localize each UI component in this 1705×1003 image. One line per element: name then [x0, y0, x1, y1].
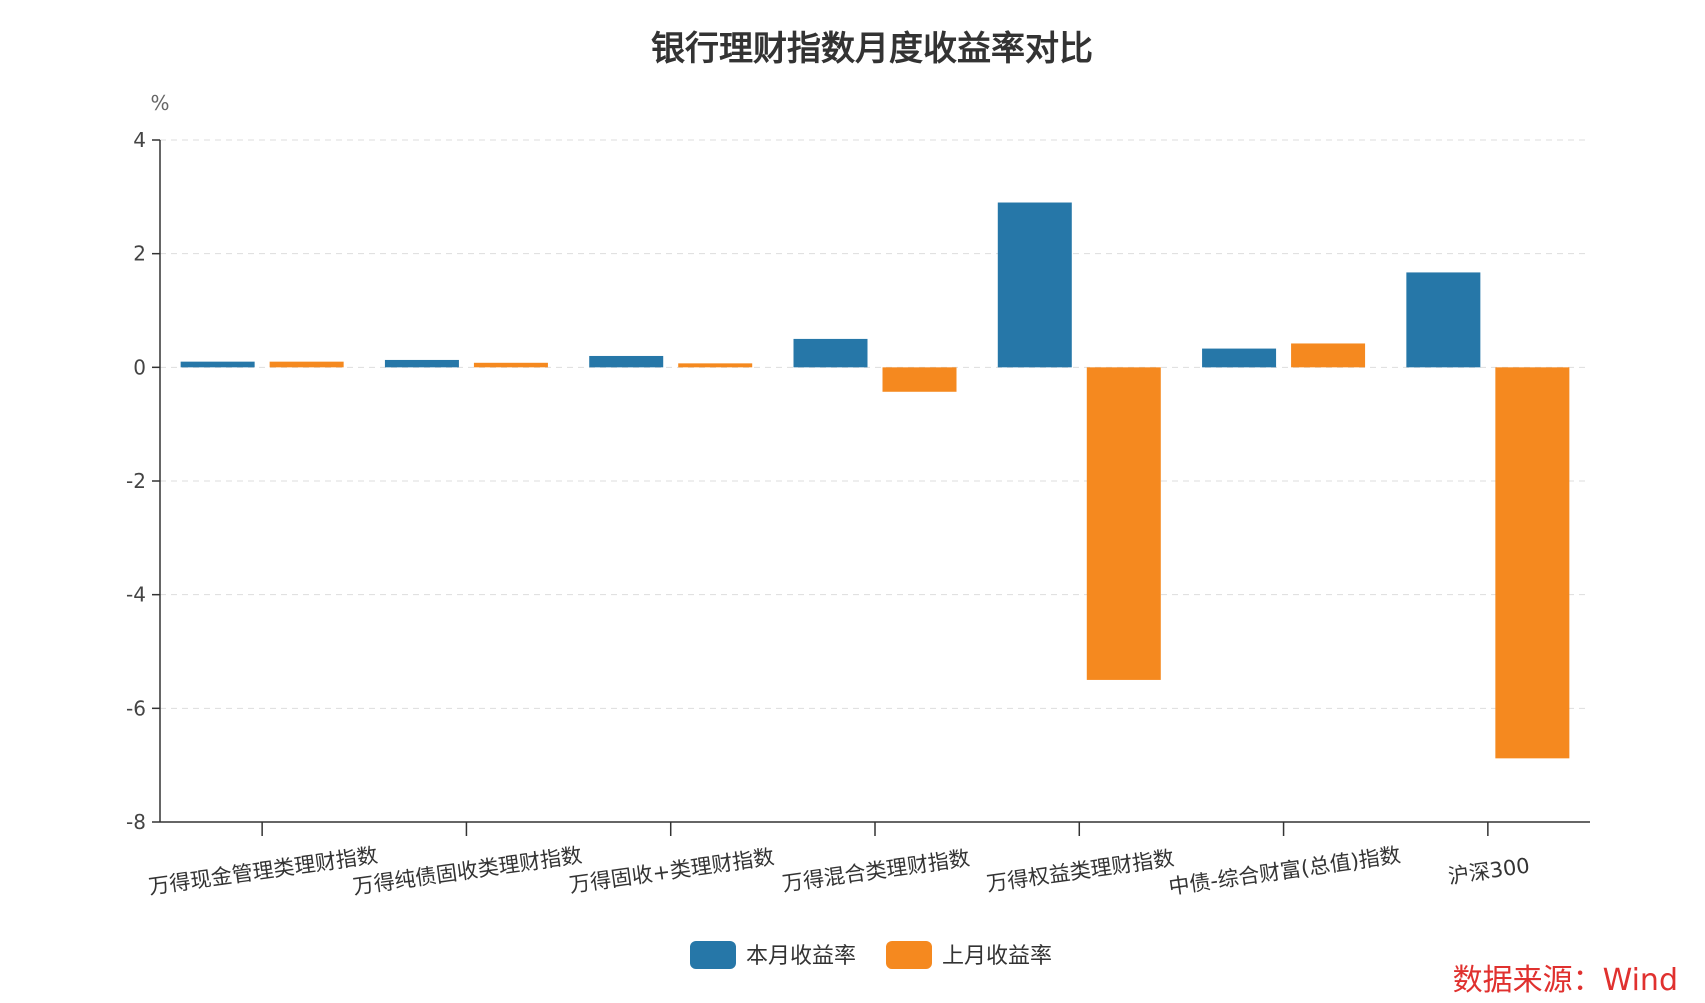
bar-previous-month — [678, 363, 753, 368]
bar-current-month — [180, 361, 255, 368]
bar-previous-month — [1291, 343, 1366, 368]
x-category-label: 中债-综合财富(总值)指数 — [1167, 843, 1402, 899]
bar-previous-month — [269, 361, 344, 368]
bar-current-month — [384, 359, 459, 368]
y-tick-label: -8 — [126, 810, 146, 834]
y-tick-label: -6 — [126, 696, 146, 720]
axes: 4 2 0 -2 -4 -6 -8万得现金管理类理财指数万得纯债固收类理财指数万得固收+类理… — [126, 128, 1590, 899]
x-category-label: 万得纯债固收类理财指数 — [351, 843, 583, 899]
y-tick-label: 2 — [133, 242, 146, 266]
y-tick-label: 4 — [133, 128, 146, 152]
data-source-note: 数据来源：Wind — [1453, 963, 1678, 998]
bar-previous-month — [1086, 367, 1161, 680]
bar-previous-month — [882, 367, 957, 392]
bar-current-month — [589, 355, 664, 368]
legend-swatch — [690, 941, 736, 969]
y-tick-label: 0 — [133, 355, 146, 379]
chart-title: 银行理财指数月度收益率对比 — [651, 29, 1093, 69]
legend-swatch — [886, 941, 932, 969]
bars — [180, 202, 1570, 759]
legend-label: 上月收益率 — [942, 944, 1052, 969]
bar-previous-month — [473, 362, 548, 368]
bar-current-month — [1406, 272, 1481, 368]
bar-current-month — [793, 338, 868, 368]
x-category-label: 沪深300 — [1447, 853, 1532, 888]
x-category-label: 万得现金管理类理财指数 — [147, 843, 379, 899]
x-category-label: 万得固收+类理财指数 — [568, 845, 776, 898]
y-axis-unit-label: % — [150, 91, 169, 115]
legend-label: 本月收益率 — [746, 944, 856, 969]
bar-previous-month — [1495, 367, 1570, 759]
legend: 本月收益率 上月收益率 — [690, 941, 1052, 969]
x-category-label: 万得权益类理财指数 — [985, 846, 1176, 896]
y-tick-label: -2 — [126, 469, 146, 493]
bar-current-month — [997, 202, 1072, 368]
x-category-label: 万得混合类理财指数 — [781, 846, 972, 896]
bar-current-month — [1202, 348, 1277, 368]
y-tick-label: -4 — [126, 583, 146, 607]
grid-lines — [160, 139, 1590, 709]
